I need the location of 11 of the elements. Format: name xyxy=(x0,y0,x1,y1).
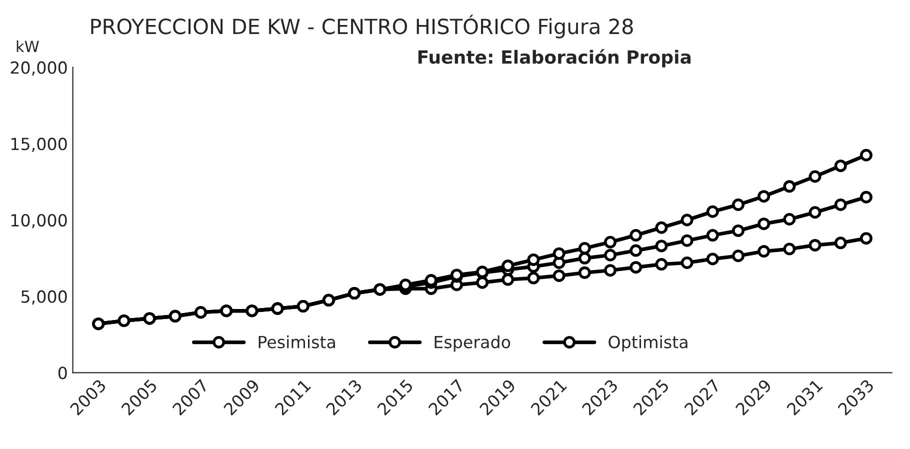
y-tick-label: 10,000 xyxy=(11,214,67,228)
legend-label: Optimista xyxy=(608,335,688,352)
annotation: Fuente: Elaboración Propia xyxy=(418,49,691,68)
y-tick-label: 5,000 xyxy=(22,290,67,305)
legend-label: Pesimista xyxy=(258,335,335,348)
y-tick-label: 15,000 xyxy=(11,138,67,152)
chart-title: PROYECCION DE KW - CENTRO HISTÓRICO Figura 28 xyxy=(91,14,633,38)
y-tick-label: 20,000 xyxy=(10,61,67,76)
legend-label: Esperado xyxy=(434,335,510,352)
y-axis-title: kW xyxy=(16,40,39,52)
y-tick-label: 0 xyxy=(58,366,67,380)
